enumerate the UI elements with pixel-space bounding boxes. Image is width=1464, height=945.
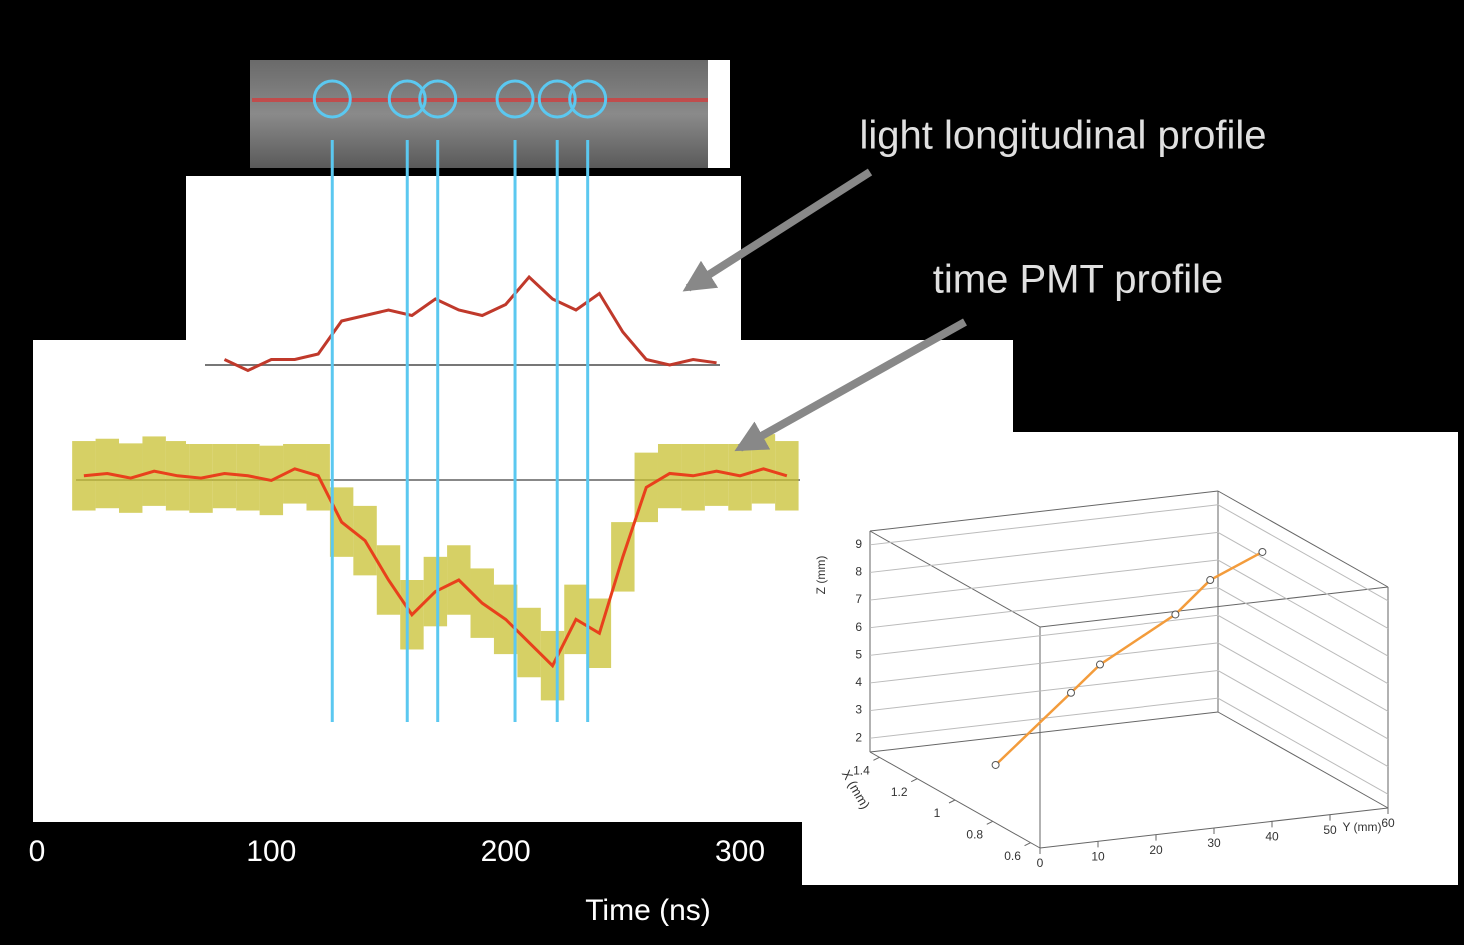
marker-circle (312, 79, 352, 119)
z-tick-label: 6 (855, 620, 862, 634)
grid-line (869, 697, 1389, 795)
z-tick-label: 4 (855, 675, 862, 689)
y-tick-label: 60 (1381, 816, 1395, 830)
track-line (994, 550, 1263, 766)
profile-line (223, 274, 717, 373)
time-axis: Time (ns) 0 100 200 300 (29, 835, 765, 927)
image (250, 60, 730, 168)
y-tick-label: 10 (1091, 850, 1105, 864)
track-point (1258, 547, 1267, 556)
image-edge (708, 60, 730, 168)
x-tick-label: 1.2 (891, 785, 908, 799)
track-point (1171, 610, 1180, 619)
grid-line (869, 504, 1389, 602)
y-tick-label: 0 (1037, 856, 1044, 870)
marker-circle (568, 79, 608, 119)
grid-line (869, 531, 1389, 629)
track-point (991, 760, 1000, 769)
grid-line (869, 559, 1389, 657)
y-tick-label: 40 (1265, 830, 1279, 844)
x-tick-label: 0 (29, 835, 46, 868)
markers (312, 79, 608, 722)
light-panel (186, 176, 741, 444)
y-axis-label: Y (mm) (1342, 820, 1381, 834)
x-tick (986, 820, 994, 825)
profile-line (83, 467, 788, 669)
z-tick-label: 2 (855, 730, 862, 744)
z-axis-label: Z (mm) (814, 556, 828, 595)
marker-circle (418, 79, 458, 119)
grid-line (869, 670, 1389, 767)
x-tick-label: 1 (934, 806, 941, 820)
x-tick-label: 0.8 (966, 828, 983, 842)
grid-line (869, 642, 1389, 740)
annotation: time PMT profile (933, 258, 1223, 302)
x-tick (873, 756, 880, 761)
z-tick-label: 9 (855, 537, 862, 551)
camera-image (250, 60, 730, 168)
x-tick-label: 1.4 (853, 764, 870, 778)
x-tick-label: 100 (246, 835, 296, 868)
grid-line (869, 614, 1389, 712)
error-band (775, 441, 799, 511)
box-edge (1217, 490, 1389, 588)
box-edge (1217, 711, 1389, 809)
grid-line (869, 587, 1389, 685)
x-tick (948, 799, 956, 804)
track-3d-panel: 2 3 4 5 6 7 8 9 0.6 0.8 1 1.2 1.4 0 10 20 30 40 50 60 Z (mm)… (802, 432, 1458, 885)
z-tick-label: 5 (855, 647, 862, 661)
y-tick-label: 30 (1207, 836, 1221, 850)
x-tick-label: 0.6 (1004, 849, 1021, 863)
marker-circle (495, 79, 535, 119)
track-point (1067, 688, 1075, 697)
marker-circle (387, 79, 427, 119)
track-point (1096, 660, 1104, 669)
z-tick-label: 8 (855, 565, 862, 579)
box-edge (1039, 586, 1389, 628)
box-edge (869, 711, 1219, 753)
x-tick-label: 200 (481, 835, 531, 868)
x-tick (1024, 842, 1031, 847)
z-tick-label: 7 (855, 592, 862, 606)
y-tick-label: 50 (1323, 823, 1337, 837)
error-band (72, 441, 96, 511)
box-edge (869, 490, 1219, 532)
x-tick (910, 778, 918, 783)
x-tick-label: 300 (715, 835, 765, 868)
annotation: light longitudinal profile (860, 114, 1267, 158)
y-tick-label: 20 (1149, 843, 1163, 857)
arrow (682, 168, 873, 292)
arrow (734, 318, 967, 452)
track-point (1206, 576, 1215, 585)
marker-circle (537, 79, 577, 119)
panel-bg (802, 432, 1458, 885)
x-axis-label: Time (ns) (585, 894, 711, 927)
z-tick-label: 3 (855, 703, 862, 717)
